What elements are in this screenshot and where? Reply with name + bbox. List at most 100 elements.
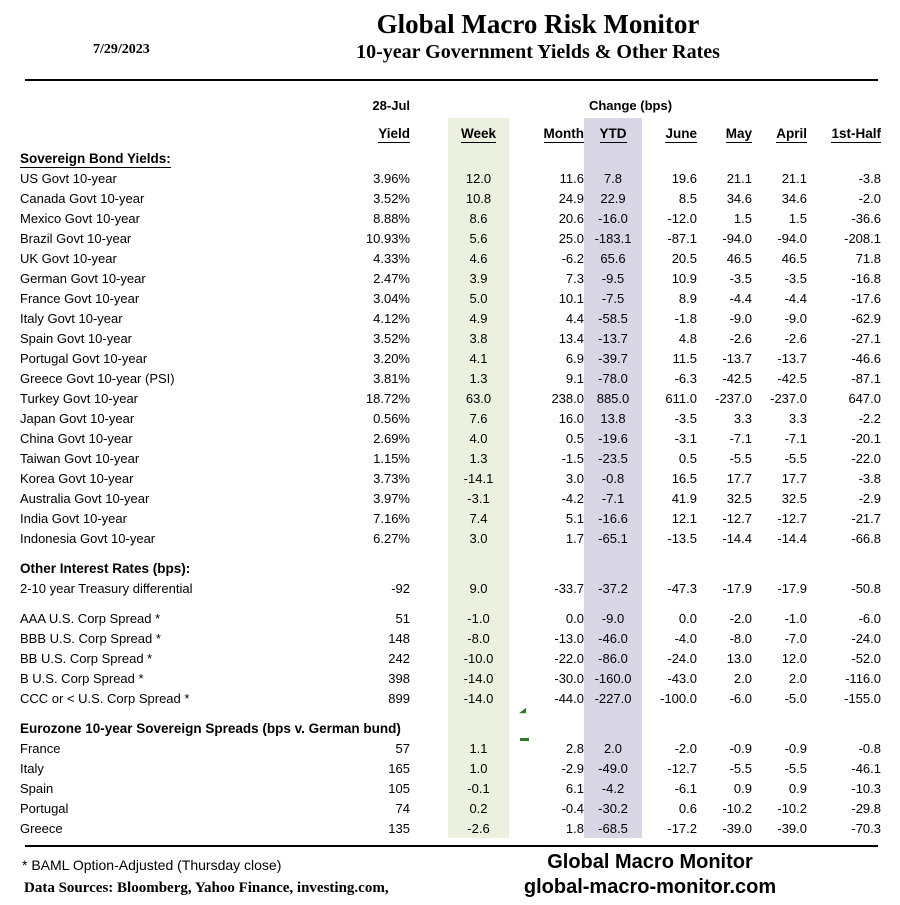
row-label: China Govt 10-year [20,430,133,446]
table-row: Taiwan Govt 10-year 1.15% 1.3 -1.5 -23.5 0.5 -… [20,448,881,468]
change-value: 9.1 [565,370,584,386]
as-of-date-header: 28-Jul [372,97,410,113]
bottom-divider [25,845,878,847]
table-row: BBB U.S. Corp Spread * 148 -8.0 -13.0 -46.0 -… [20,628,881,648]
change-value: -13.7 [777,350,807,366]
change-value: -14.0 [448,688,509,708]
change-value: -27.1 [851,330,881,346]
change-value: 1.0 [448,758,509,778]
table-row: India Govt 10-year 7.16% 7.4 5.1 -16.6 12.1 -1… [20,508,881,528]
change-value: 4.1 [448,348,509,368]
table-row: Greece 135 -2.6 1.8 -68.5 -17.2 -39.0 -39.0 -70.… [20,818,881,838]
table-row: BB U.S. Corp Spread * 242 -10.0 -22.0 -86.0 -… [20,648,881,668]
change-value: 3.0 [448,528,509,548]
group-header-row: 28-Jul Change (bps) [20,92,881,118]
change-value: 647.0 [848,390,881,406]
change-value: 21.1 [781,170,807,186]
col-header-week: Week [448,118,509,148]
yield-value: 6.27% [373,530,410,546]
table-row: France 57 1.1 2.8 2.0 -2.0 -0.9 -0.9 -0.8 [20,738,881,758]
yield-value: 4.33% [373,250,410,266]
change-value: -4.0 [674,630,697,646]
change-value: 11.6 [559,170,584,186]
change-value: -17.9 [722,580,752,596]
change-value: -29.8 [851,800,881,816]
change-value: 8.5 [678,190,697,206]
change-value: -13.0 [554,630,584,646]
change-value: 21.1 [726,170,752,186]
row-label: BBB U.S. Corp Spread * [20,630,161,646]
change-value: 0.5 [678,450,697,466]
change-value: -87.1 [851,370,881,386]
change-value: 1.3 [448,368,509,388]
table-row: Portugal Govt 10-year 3.20% 4.1 6.9 -39.7 11.… [20,348,881,368]
change-value: -1.8 [674,310,697,326]
change-bps-header: Change (bps) [588,97,673,113]
table-row: AAA U.S. Corp Spread * 51 -1.0 0.0 -9.0 0.0 -2… [20,608,881,628]
change-value: -0.9 [729,740,752,756]
yield-value: 148 [388,630,410,646]
change-value: 32.5 [781,490,807,506]
change-value: -13.5 [667,530,697,546]
change-value: -237.0 [715,390,752,406]
change-value: -22.0 [554,650,584,666]
change-value: 12.0 [448,168,509,188]
change-value: -37.2 [584,578,642,598]
change-value: 7.3 [565,270,584,286]
table-row: Greece Govt 10-year (PSI) 3.81% 1.3 9.1 -78.… [20,368,881,388]
table-row: Japan Govt 10-year 0.56% 7.6 16.0 13.8 -3.5 3.… [20,408,881,428]
change-value: 0.5 [565,430,584,446]
change-value: 13.8 [584,408,642,428]
change-value: -86.0 [584,648,642,668]
change-value: -17.2 [667,820,697,836]
yield-value: 242 [388,650,410,666]
change-value: 25.0 [558,230,584,246]
change-value: 5.1 [565,510,584,526]
change-value: -160.0 [584,668,642,688]
change-value: 3.9 [448,268,509,288]
change-value: -2.6 [729,330,752,346]
table-row: Italy 165 1.0 -2.9 -49.0 -12.7 -5.5 -5.5 -46.1 [20,758,881,778]
change-value: 11.5 [672,350,697,366]
change-value: 12.1 [671,510,697,526]
change-value: -3.1 [448,488,509,508]
change-value: -0.8 [584,468,642,488]
report-date: 7/29/2023 [93,42,150,57]
yield-value: 18.72% [365,390,410,406]
change-value: -6.3 [674,370,697,386]
table-row: UK Govt 10-year 4.33% 4.6 -6.2 65.6 20.5 46.5 4… [20,248,881,268]
row-label: Portugal [20,800,69,816]
change-value: -46.0 [584,628,642,648]
change-value: -52.0 [851,650,881,666]
change-value: 34.6 [726,190,752,206]
change-value: -50.8 [851,580,881,596]
brand-name: Global Macro Monitor [547,851,753,873]
change-value: -6.2 [561,250,584,266]
change-value: 9.0 [448,578,509,598]
section-label: Other Interest Rates (bps): [20,560,191,576]
table-row: China Govt 10-year 2.69% 4.0 0.5 -19.6 -3.1 -7… [20,428,881,448]
change-value: -2.6 [784,330,807,346]
change-value: -66.8 [851,530,881,546]
change-value: 4.4 [565,310,584,326]
table-row: US Govt 10-year 3.96% 12.0 11.6 7.8 19.6 21.1 2… [20,168,881,188]
change-value: 12.0 [781,650,807,666]
change-value: -14.1 [448,468,509,488]
row-label: Italy Govt 10-year [20,310,123,326]
change-value: -65.1 [584,528,642,548]
change-value: -3.8 [858,470,881,486]
change-value: -0.1 [448,778,509,798]
row-label: Greece [20,820,63,836]
change-value: 2.8 [565,740,584,756]
change-value: -0.8 [858,740,881,756]
yield-value: 3.04% [373,290,410,306]
page-subtitle: 10-year Government Yields & Other Rates [356,41,720,63]
change-value: -13.7 [722,350,752,366]
change-value: 3.3 [733,410,752,426]
yield-value: 3.81% [373,370,410,386]
row-label: France Govt 10-year [20,290,140,306]
change-value: -237.0 [770,390,807,406]
change-value: 16.5 [671,470,697,486]
change-value: -70.3 [851,820,881,836]
